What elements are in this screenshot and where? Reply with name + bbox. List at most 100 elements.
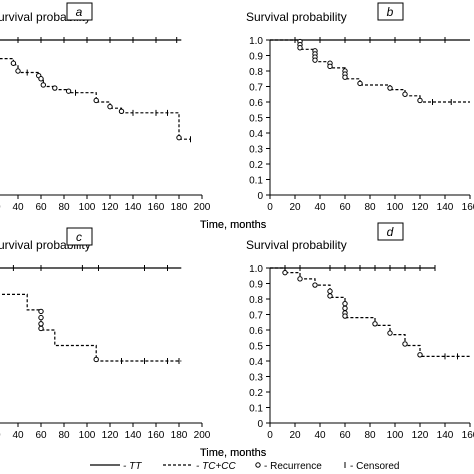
recurrence-marker [402,91,408,97]
legend-recurrence-marker [255,462,261,468]
x-tick-label: 20 [0,202,1,213]
y-tick-label: 0.1 [249,176,263,187]
x-tick-label: 60 [339,430,351,441]
recurrence-marker [327,63,333,70]
x-tick-label: 140 [437,202,454,213]
x-tick-label: 160 [148,430,165,441]
recurrence-marker [327,293,333,299]
recurrence-marker [342,313,348,319]
x-tick-label: 20 [289,202,301,213]
x-tick-label: 100 [79,202,96,213]
x-axis-title: Time, months [200,447,267,459]
x-tick-label: 180 [171,202,188,213]
x-tick-label: 40 [314,202,326,213]
x-tick-label: 80 [364,202,376,213]
recurrence-marker [38,76,44,82]
recurrence-marker [342,305,348,311]
recurrence-marker [65,88,72,94]
x-tick-label: 0 [267,202,273,213]
recurrence-marker [282,269,288,276]
recurrence-marker [93,97,99,104]
recurrence-marker [417,97,423,104]
y-tick-label: 0.4 [249,129,263,140]
y-tick-label: 0 [257,191,263,202]
recurrence-marker [15,68,21,74]
recurrence-marker [10,60,17,66]
recurrence-marker [107,103,113,110]
x-axis-title: Time, months [200,447,267,459]
recurrence-marker [38,308,44,315]
panel-label: a [76,5,83,19]
y-tick-label: 0.8 [249,67,263,78]
recurrence-marker [402,341,408,347]
x-axis-title: Time, months [200,219,267,231]
y-tick-label: 0.7 [249,83,263,94]
y-tick-label: 0.3 [249,373,263,384]
y-tick-label: 0.5 [249,114,263,125]
panel-d: Survival probability d 0 0.1 0.2 0.3 0.4 0.5 0.6… [200,222,474,459]
x-tick-label: 140 [125,202,142,213]
recurrence-marker [342,300,348,307]
recurrence-marker [342,74,348,80]
panel-c: Survival probabilityc0204060801001201401… [0,227,267,459]
y-tick-label: 0.4 [249,357,263,368]
y-tick-label: 0.3 [249,145,263,156]
y-axis-title: Survival probability [246,10,347,24]
x-tick-label: 40 [12,202,24,213]
x-tick-label: 40 [314,430,326,441]
legend-recurrence-label: - Recurrence [264,461,322,472]
y-tick-label: 0.9 [249,280,263,291]
series-tc-cc-line [0,293,182,362]
series-tc-cc-line [270,39,470,103]
panel-a: Survival probabilitya0204060801001201401… [0,2,267,231]
series-tc-cc-line [0,57,191,140]
x-tick-label: 120 [412,202,429,213]
panel-label-box [377,2,404,21]
recurrence-marker [297,276,303,282]
recurrence-marker [38,314,44,321]
x-tick-label: 140 [125,430,142,441]
legend-row: - TT - TC+CC - Recurrence - Censored [90,461,399,472]
recurrence-marker [176,134,182,141]
x-tick-label: 20 [289,430,301,441]
recurrence-marker [372,321,378,327]
legend-tt-label: - TT [123,461,142,472]
panel-label: d [387,225,394,239]
x-tick-label: 140 [437,430,454,441]
y-axis-title: Survival probability [246,238,347,252]
recurrence-marker [312,57,318,63]
y-tick-label: 0 [257,419,263,430]
panel-label: b [387,5,394,19]
recurrence-marker [327,288,333,294]
panel-label-box [66,227,93,246]
y-tick-label: 0.1 [249,404,263,415]
recurrence-marker [118,108,125,115]
y-tick-label: 0.7 [249,311,263,322]
x-tick-label: 60 [339,202,351,213]
x-tick-label: 160 [148,202,165,213]
legend-censored-label: - Censored [350,461,399,472]
recurrence-marker [417,352,423,358]
y-tick-label: 1.0 [249,36,263,47]
x-tick-label: 20 [0,430,1,441]
x-tick-label: 60 [35,202,47,213]
recurrence-marker [387,85,393,91]
panel-label-box [377,222,404,241]
x-tick-label: 80 [58,430,70,441]
y-tick-label: 0.6 [249,98,263,109]
y-tick-label: 0.2 [249,388,263,399]
x-tick-label: 160 [462,202,474,213]
legend-tc-label: - TC+CC [196,461,237,472]
x-axis-title: Time, months [200,219,267,231]
x-tick-label: 120 [102,430,119,441]
y-tick-label: 0.6 [249,326,263,337]
recurrence-marker [387,330,393,336]
recurrence-marker [52,85,58,91]
recurrence-marker [297,45,303,51]
panel-label-box [66,2,93,21]
recurrence-marker [93,356,99,363]
y-tick-label: 0.8 [249,295,263,306]
recurrence-marker [357,80,363,87]
x-tick-label: 60 [35,430,47,441]
